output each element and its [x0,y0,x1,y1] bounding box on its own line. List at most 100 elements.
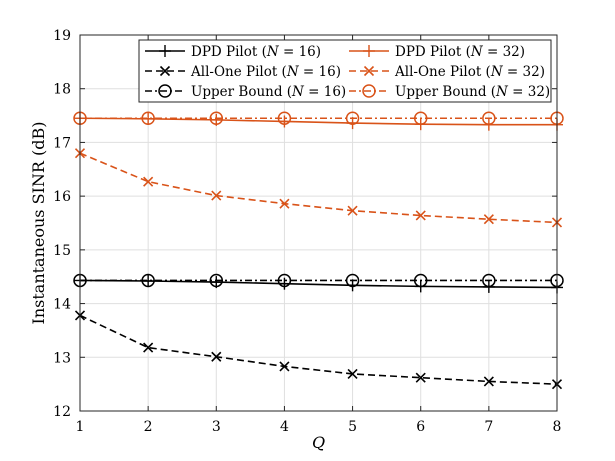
x-marker [347,368,358,380]
plot-frame [79,34,558,412]
x-marker [143,342,154,353]
legend-label: DPD Pilot (N = 16) [191,44,321,60]
x-tick-label: 3 [212,419,221,435]
circle-marker [345,111,360,126]
legend-label: Upper Bound (N = 32) [395,84,550,100]
legend-label: DPD Pilot (N = 32) [395,44,525,60]
legend: DPD Pilot (N = 16) DPD Pilot (N = 32) All-… [138,39,552,103]
axes [79,34,558,412]
y-tick-label: 12 [53,404,71,420]
data-point [482,111,496,126]
data-point [141,111,155,126]
legend-entry: All-One Pilot (N = 32) [349,64,545,80]
legend-entry: Upper Bound (N = 16) [145,84,346,100]
data-point [143,176,154,187]
x-marker [363,65,375,77]
data-point [209,111,224,126]
data-point [413,111,428,126]
x-marker [279,198,290,209]
x-tick-label: 6 [416,419,425,435]
data-point [345,111,360,126]
x-axis-title: Q [312,433,325,452]
series-1 [74,112,563,131]
legend-entry: Upper Bound (N = 32) [349,84,550,100]
y-tick-label: 14 [53,297,71,313]
x-marker [483,214,494,225]
circle-marker [209,111,224,126]
data-point [159,45,171,57]
legend-label: All-One Pilot (N = 16) [190,64,341,80]
data-point [279,198,290,209]
x-marker [211,190,222,201]
x-marker [415,210,426,221]
y-tick-label: 13 [53,350,71,366]
data-point [415,210,426,221]
data-point [363,45,375,57]
circle-marker [209,273,224,288]
data-point [141,273,155,288]
y-tick-label: 18 [53,82,71,98]
legend-label: Upper Bound (N = 16) [191,84,346,100]
x-tick-label: 8 [553,419,562,435]
data-point [413,273,428,288]
data-point [211,190,222,201]
x-marker [143,176,154,187]
x-marker [159,65,171,77]
x-marker [483,376,494,387]
data-point [415,372,426,383]
series-layer [73,111,564,390]
y-tick-label: 19 [53,28,71,44]
data-point [363,65,375,77]
data-point [158,84,172,98]
y-tick-label: 15 [53,243,71,259]
circle-marker [141,111,155,126]
data-point [482,273,496,288]
x-marker [415,372,426,383]
y-tick-label: 16 [53,189,71,205]
x-marker [211,351,222,362]
series-line [79,152,558,224]
circle-marker [413,111,428,126]
data-point [209,273,224,288]
series-line [79,314,558,385]
data-point [278,115,291,128]
legend-entry: DPD Pilot (N = 16) [145,44,321,60]
legend-entry: DPD Pilot (N = 32) [349,44,525,60]
data-point [483,376,494,387]
x-tick-label: 7 [484,419,493,435]
circle-marker [345,273,360,288]
y-axis-title: Instantaneous SINR (dB) [29,122,48,325]
legend-label: All-One Pilot (N = 32) [394,64,545,80]
circle-marker [413,273,428,288]
data-point [211,351,222,362]
legend-box [138,39,552,103]
circle-marker [482,273,496,288]
data-point [277,111,292,126]
data-point [159,65,171,77]
legend-entry: All-One Pilot (N = 16) [145,64,341,80]
data-point [279,361,290,372]
circle-marker [158,84,172,98]
data-point [347,205,358,216]
circle-marker [482,111,496,126]
x-tick-label: 4 [280,419,289,435]
circle-marker [277,273,292,288]
data-point [345,273,360,288]
circle-marker [277,111,292,126]
data-point [277,273,292,288]
circle-marker [141,273,155,288]
x-marker [347,205,358,216]
series-0 [74,274,563,294]
circle-marker [362,84,376,98]
data-point [347,368,358,380]
x-marker [279,361,290,372]
data-point [362,84,376,98]
data-point [143,342,154,353]
x-tick-label: 5 [348,419,357,435]
x-tick-label: 1 [76,419,85,435]
y-tick-label: 17 [53,135,71,151]
data-point [278,277,291,290]
